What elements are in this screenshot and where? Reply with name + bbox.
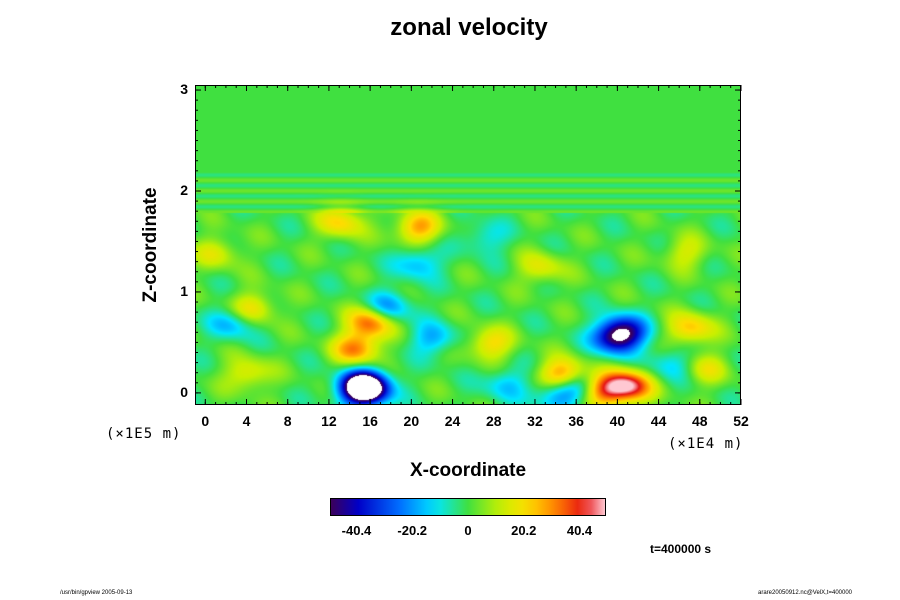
x-tick-label: 32: [527, 413, 543, 429]
z-tick-label: 1: [180, 282, 188, 299]
x-tick-label: 24: [444, 413, 461, 429]
x-tick-label: 28: [485, 413, 502, 429]
time-label: t=400000 s: [650, 542, 712, 556]
z-tick-label: 3: [180, 81, 188, 98]
x-tick-label: 52: [733, 413, 749, 429]
x-tick-label: 0: [201, 413, 210, 429]
plot-area: [195, 85, 741, 405]
colorbar-tick-label: 40.4: [566, 523, 593, 538]
z-scale-note: (×1E5 m): [106, 426, 182, 442]
colorbar: [330, 498, 606, 516]
colorbar-tick-label: -20.2: [397, 523, 428, 538]
x-tick-label: 12: [321, 413, 337, 429]
footer-right: arare20050912.nc@VelX,t=400000: [758, 590, 852, 596]
x-tick-label: 4: [242, 413, 251, 429]
x-scale-note: (×1E4 m): [668, 436, 744, 452]
x-tick-label: 36: [568, 413, 584, 429]
chart-title: zonal velocity: [390, 14, 548, 41]
footer-left: /usr/bin/gpview 2005-09-13: [60, 590, 133, 596]
x-tick-label: 44: [650, 413, 667, 429]
x-tick-label: 20: [403, 413, 420, 429]
x-tick-label: 16: [362, 413, 378, 429]
x-tick-label: 8: [283, 413, 292, 429]
colorbar-tick-label: -40.4: [341, 523, 372, 538]
x-tick-label: 40: [609, 413, 626, 429]
x-axis-label: X-coordinate: [409, 460, 527, 481]
y-axis-label: Z-coordinate: [140, 187, 161, 303]
zonal-velocity-heatmap: [196, 86, 740, 404]
z-tick-label: 0: [180, 383, 188, 400]
colorbar-tick-label: 20.2: [511, 523, 537, 538]
x-tick-label: 48: [691, 413, 708, 429]
z-tick-label: 2: [180, 181, 188, 198]
colorbar-tick-label: 0: [464, 523, 472, 538]
